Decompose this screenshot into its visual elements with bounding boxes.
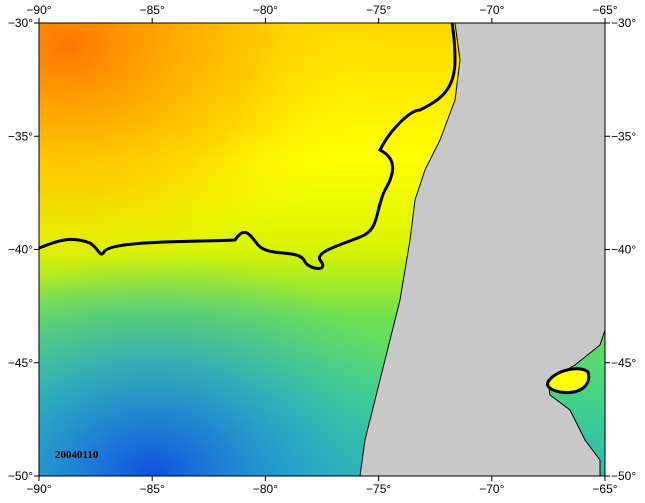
x-tick-label: −80°: [253, 3, 278, 17]
x-tick-label: −65°: [592, 3, 617, 17]
x-tick-label: −85°: [140, 482, 165, 496]
x-tick-label: −80°: [253, 482, 278, 496]
contour: [546, 367, 591, 395]
x-tick-label: −75°: [366, 482, 391, 496]
y-tick-label: −40°: [8, 243, 33, 257]
x-tick-label: −65°: [592, 482, 617, 496]
axes: −90° −90° −85° −85° −80° −80° −75° −75° −70° −70°…: [8, 3, 637, 496]
x-tick-label: −70°: [479, 482, 504, 496]
x-tick-label: −90°: [26, 482, 51, 496]
y-tick-label: −45°: [8, 356, 33, 370]
y-tick-label: −30°: [611, 16, 636, 30]
y-tick-label: −40°: [611, 243, 636, 257]
y-tick-label: −30°: [8, 16, 33, 30]
sst-field: [39, 23, 605, 476]
y-tick-label: −50°: [611, 469, 636, 483]
x-tick-label: −75°: [366, 3, 391, 17]
y-tick-label: −35°: [8, 129, 33, 143]
x-tick-label: −85°: [140, 3, 165, 17]
contour: [39, 23, 457, 270]
x-tick-label: −70°: [479, 3, 504, 17]
y-tick-label: −50°: [8, 469, 33, 483]
y-tick-label: −45°: [611, 356, 636, 370]
y-tick-label: −35°: [611, 129, 636, 143]
date-label: 20040110: [55, 449, 99, 461]
x-tick-label: −90°: [26, 3, 51, 17]
land: [359, 23, 605, 476]
